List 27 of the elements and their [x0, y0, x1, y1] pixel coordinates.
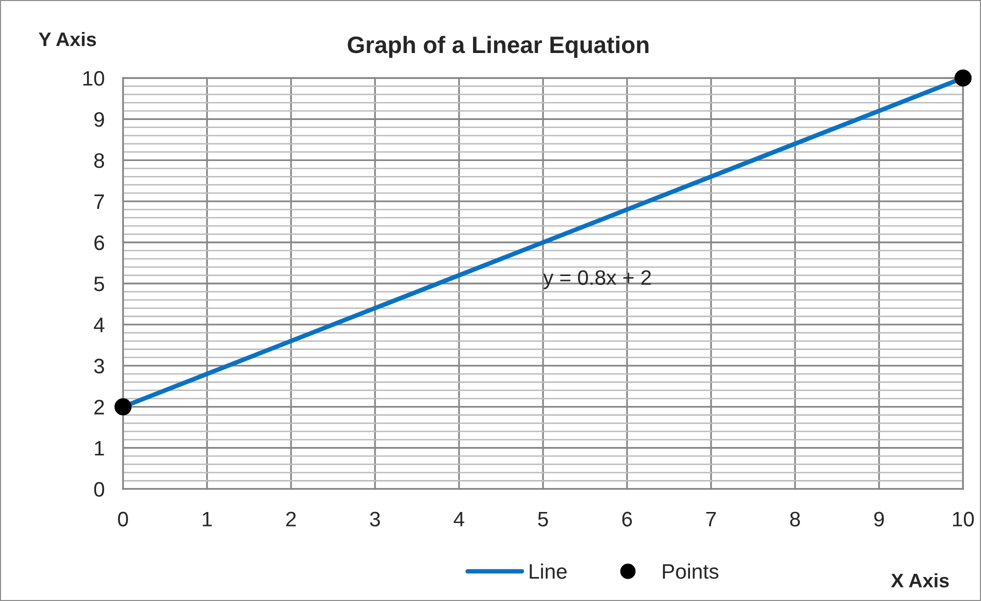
x-tick-label: 3: [370, 512, 380, 526]
y-tick-label: 7: [94, 194, 104, 209]
x-tick-label: 5: [538, 512, 548, 526]
x-tick-label: 1: [202, 512, 212, 526]
y-tick-label: 10: [83, 71, 104, 86]
y-tick-label: 5: [94, 276, 104, 292]
y-tick-label: 3: [94, 358, 104, 374]
x-axis-title: X Axis: [891, 573, 949, 588]
y-axis-title: Y Axis: [38, 32, 96, 46]
x-tick-label: 8: [790, 512, 800, 526]
y-tick-label: 8: [94, 153, 104, 168]
x-tick-label: 9: [874, 512, 884, 526]
legend-label: Points: [662, 564, 718, 579]
x-tick-label: 7: [706, 512, 716, 526]
x-tick-label: 2: [286, 512, 296, 526]
x-tick-label: 4: [454, 512, 464, 526]
y-tick-label: 9: [94, 112, 104, 127]
chart-title: Graph of a Linear Equation: [348, 36, 648, 58]
x-tick-label: 6: [622, 512, 632, 526]
y-tick-label: 2: [94, 400, 104, 414]
legend-label: Line: [530, 564, 567, 579]
y-tick-label: 6: [94, 235, 104, 250]
x-tick-label: 0: [118, 512, 128, 526]
y-tick-label: 0: [94, 482, 104, 497]
y-tick-label: 1: [94, 441, 104, 456]
x-tick-label: 10: [953, 512, 974, 526]
y-tick-label: 4: [94, 318, 104, 332]
